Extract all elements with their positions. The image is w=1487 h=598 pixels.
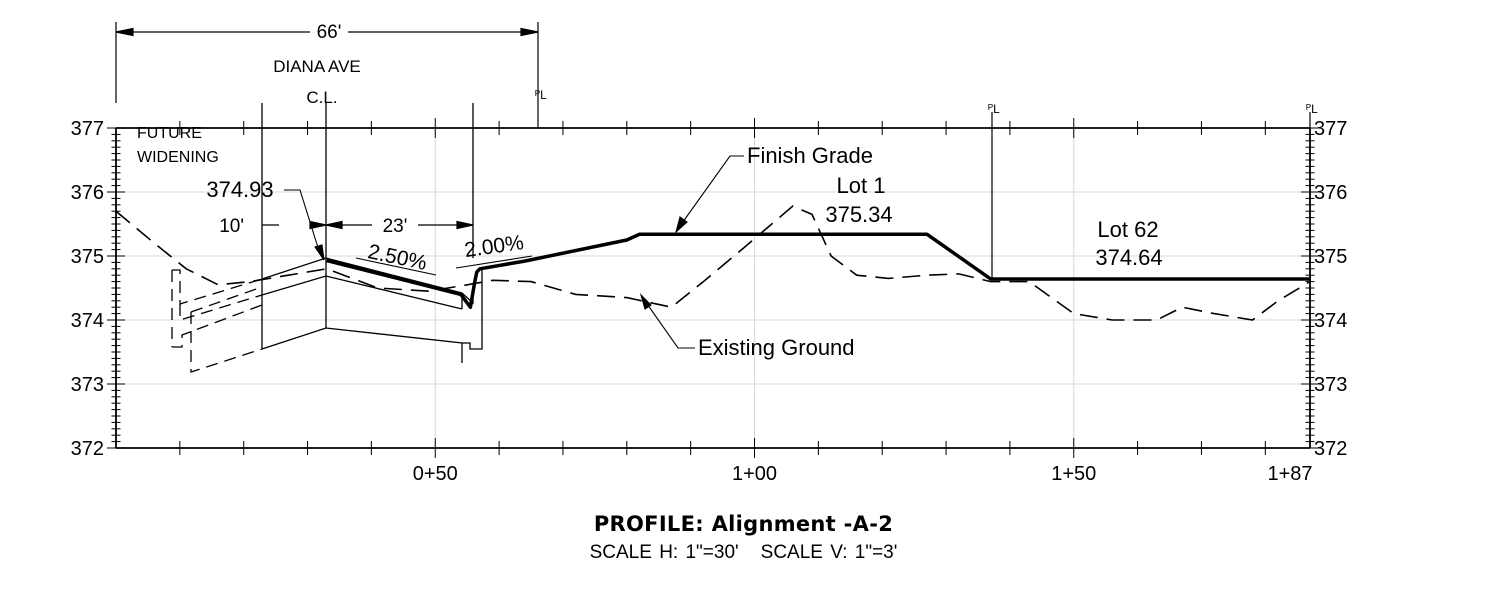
width-66-dimension	[115, 22, 539, 128]
lot-1-name: Lot 1	[837, 173, 886, 198]
axis-ticks	[107, 118, 1319, 458]
finish-grade-line	[326, 232, 1310, 309]
centerline-elevation: 374.93	[206, 177, 273, 202]
property-line-3-label: ᴾL	[1306, 102, 1318, 116]
x-tick-label: 1+87	[1267, 463, 1312, 485]
future-widening-line-2: WIDENING	[137, 149, 219, 166]
centerline-label: C.L.	[306, 88, 337, 107]
existing-ground-line	[115, 205, 1311, 321]
slope-2-50-label: 2.50%	[366, 240, 429, 275]
property-line-1-label: ᴾL	[535, 88, 547, 102]
profile-title: PROFILE: Alignment -A-2	[593, 512, 894, 536]
y-tick-label-right: 377	[1314, 118, 1347, 140]
finish-grade-label: Finish Grade	[747, 143, 873, 168]
y-tick-label-right: 372	[1314, 438, 1347, 460]
dimension-10-label: 10'	[219, 216, 244, 237]
x-axis: 0+50 1+00 1+50 1+87	[413, 463, 1313, 485]
slope-2-00-underline	[455, 255, 533, 269]
y-tick-label-right: 375	[1314, 246, 1347, 268]
width-66-label: 66'	[317, 22, 342, 43]
x-tick-label: 1+00	[732, 463, 777, 485]
future-widening-line-1: FUTURE	[137, 125, 202, 142]
future-widening-section	[171, 269, 263, 373]
existing-ground-label: Existing Ground	[698, 335, 855, 360]
lot-62-name: Lot 62	[1097, 217, 1158, 242]
vertical-scale: SCALE V: 1"=3'	[760, 542, 898, 563]
dimension-10-23	[262, 220, 474, 230]
y-tick-label-left: 375	[71, 246, 104, 268]
finish-grade-leader	[674, 155, 744, 234]
x-tick-label: 0+50	[413, 463, 458, 485]
y-tick-label-left: 376	[71, 182, 104, 204]
lot-62-elevation: 374.64	[1095, 245, 1162, 270]
y-tick-label-left: 374	[71, 310, 104, 332]
slope-2-50-underline	[355, 257, 437, 276]
plot-frame	[115, 127, 1311, 449]
y-tick-label-right: 373	[1314, 374, 1347, 396]
y-tick-label-right: 376	[1314, 182, 1347, 204]
slope-2-00-label: 2.00%	[463, 231, 525, 262]
existing-ground-leader	[639, 293, 695, 349]
y-axis-left: 377 376 375 374 373 372	[71, 118, 104, 460]
scale-line: SCALE H: 1"=30' SCALE V: 1"=3'	[0, 542, 1487, 564]
grid-lines	[116, 128, 1310, 448]
y-tick-label-left: 372	[71, 438, 104, 460]
centerline-elevation-leader	[284, 189, 325, 261]
horizontal-scale: SCALE H: 1"=30'	[589, 542, 739, 563]
dimension-23-label: 23'	[383, 216, 408, 237]
lot-1-elevation: 375.34	[825, 202, 892, 227]
y-tick-label-right: 374	[1314, 310, 1347, 332]
y-tick-label-left: 377	[71, 118, 104, 140]
property-line-2-label: ᴾL	[988, 102, 1000, 116]
x-tick-label: 1+50	[1051, 463, 1096, 485]
y-axis-right: 377 376 375 374 373 372	[1314, 118, 1347, 460]
property-line-markers	[991, 112, 1311, 278]
street-name: DIANA AVE	[273, 57, 361, 76]
street-section-verticals	[261, 103, 474, 258]
y-tick-label-left: 373	[71, 374, 104, 396]
